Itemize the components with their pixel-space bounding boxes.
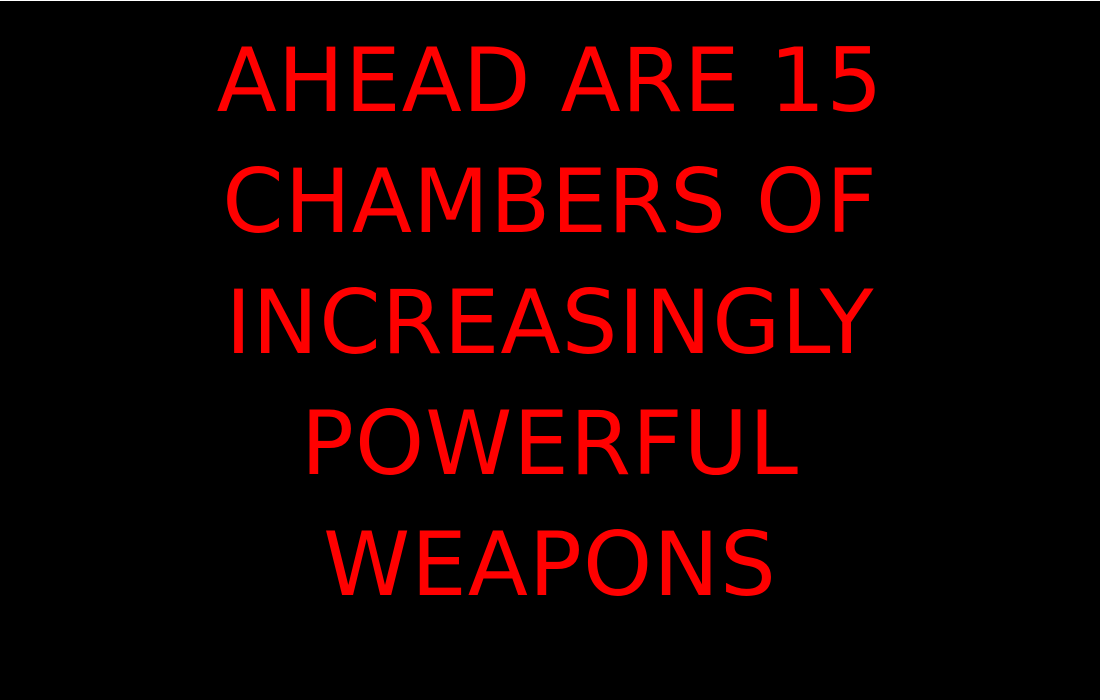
- top-edge-divider: [0, 0, 1100, 1]
- message-line-5: WEAPONS: [323, 513, 777, 616]
- message-line-3: INCREASINGLY: [225, 271, 875, 374]
- message-line-4: POWERFUL: [300, 392, 800, 495]
- message-line-2: CHAMBERS OF: [222, 150, 878, 253]
- message-line-1: AHEAD ARE 15: [216, 29, 884, 132]
- intro-message: AHEAD ARE 15 CHAMBERS OF INCREASINGLY PO…: [0, 20, 1100, 625]
